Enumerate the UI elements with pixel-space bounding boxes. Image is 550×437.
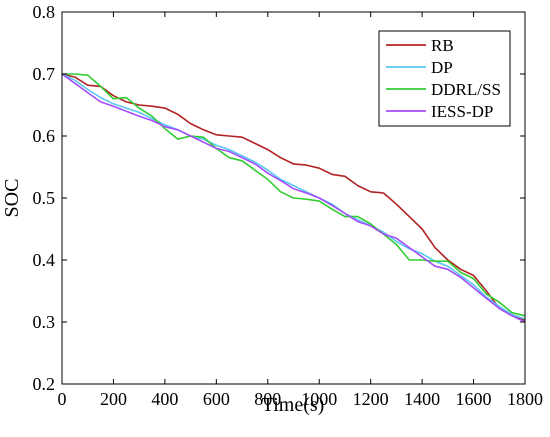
tick-layer: 0 200 400 600 800 1000 1200 1400 1600 1800 0.2 0.3 0… [33, 2, 544, 409]
y-tick-label: 0.7 [33, 64, 56, 84]
legend-label-ddrl-ss: DDRL/SS [431, 80, 501, 99]
y-tick-label: 0.3 [33, 312, 56, 332]
x-tick-label: 1600 [456, 389, 492, 409]
legend: RB DP DDRL/SS IESS-DP [378, 30, 511, 127]
legend-label-dp: DP [431, 58, 453, 77]
series-line-dp [61, 73, 526, 320]
legend-label-rb: RB [431, 36, 454, 55]
series-layer [61, 73, 526, 323]
x-tick-label: 1800 [507, 389, 543, 409]
y-axis-title: SOC [1, 179, 23, 218]
x-tick-label: 400 [151, 389, 178, 409]
y-tick-label: 0.4 [33, 250, 56, 270]
series-line-ddrl-ss [62, 73, 526, 317]
x-tick-label: 800 [254, 389, 281, 409]
y-tick-label: 0.6 [33, 126, 56, 146]
x-tick-label: 1000 [301, 389, 337, 409]
x-tick-label: 200 [100, 389, 127, 409]
series-line-rb [61, 73, 526, 321]
legend-label-iess-dp: IESS-DP [431, 102, 493, 121]
x-tick-label: 0 [58, 389, 67, 409]
y-tick-label: 0.2 [33, 374, 56, 394]
legend-items: RB DP DDRL/SS IESS-DP [386, 36, 501, 121]
y-tick-label: 0.5 [33, 188, 56, 208]
x-axis-title: Time(s) [262, 394, 325, 416]
x-tick-label: 600 [203, 389, 230, 409]
x-tick-label: 1400 [404, 389, 440, 409]
y-tick-label: 0.8 [33, 2, 56, 22]
x-tick-label: 1200 [353, 389, 389, 409]
series-line-iess-dp [61, 73, 526, 323]
